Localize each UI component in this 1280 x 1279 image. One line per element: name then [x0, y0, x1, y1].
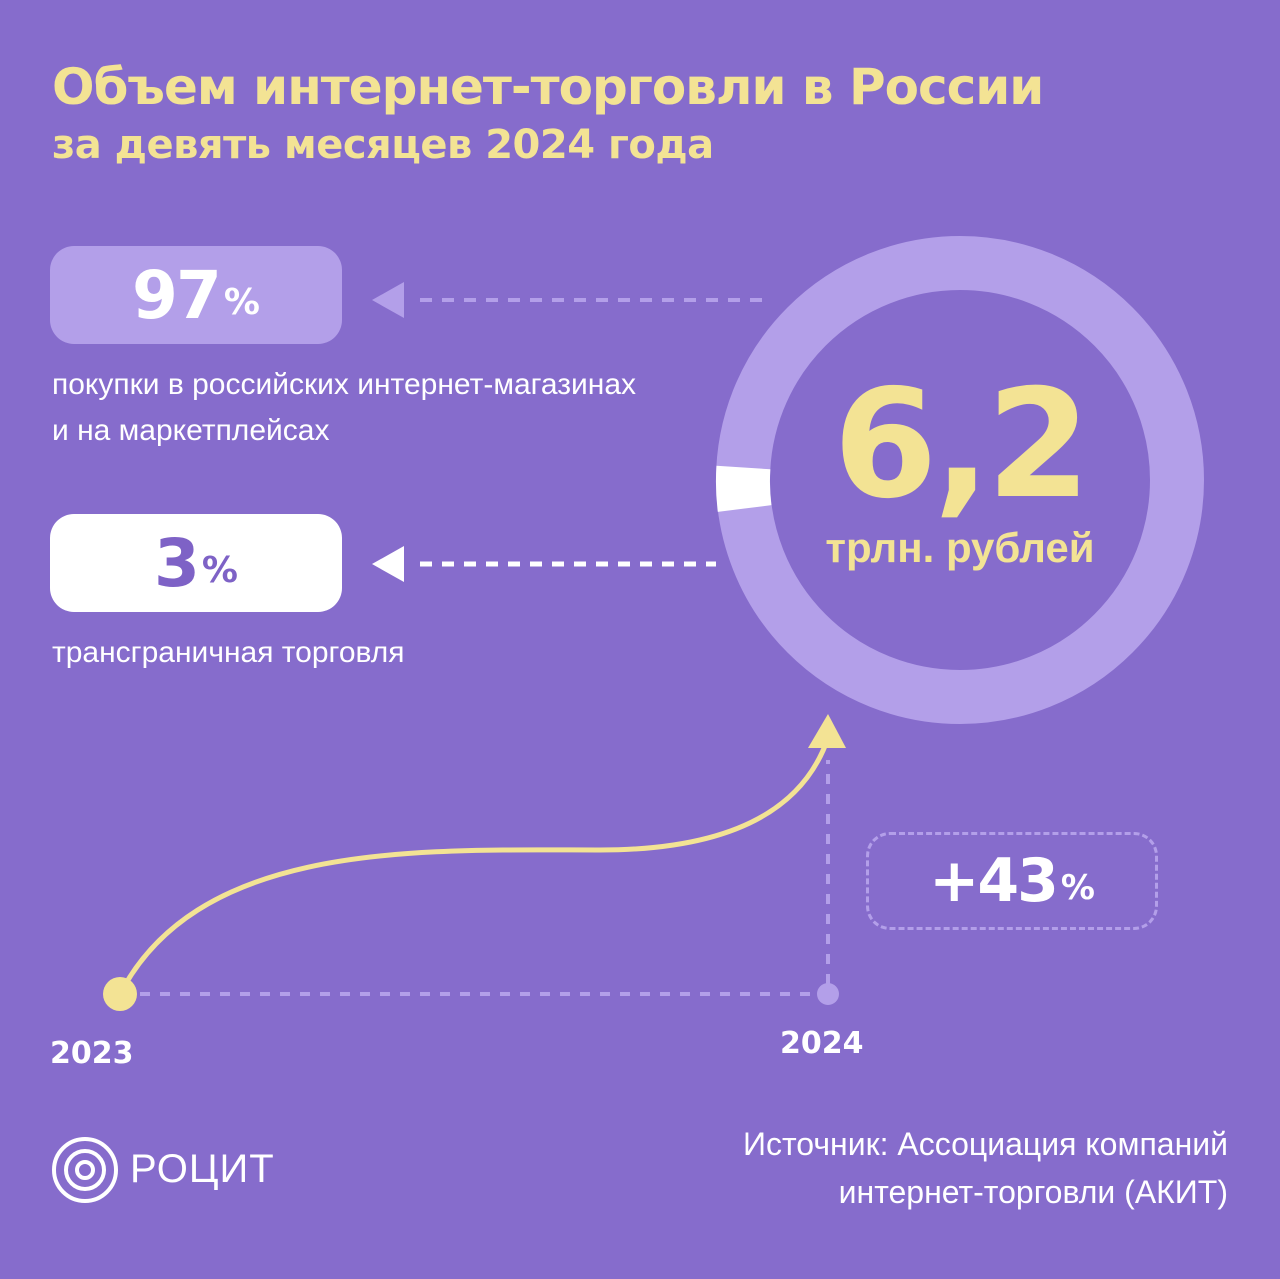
year-label-end: 2024 [780, 1026, 864, 1061]
source-line-1: Источник: Ассоциация компаний [742, 1126, 1228, 1162]
brand-name: РОЦИТ [130, 1147, 275, 1191]
source-line-2: интернет-торговли (АКИТ) [838, 1174, 1228, 1210]
growth-curve [117, 735, 831, 997]
growth-value: +43 [929, 846, 1059, 916]
share-pill-crossborder: 3% [50, 514, 342, 612]
point-2024 [817, 983, 839, 1005]
year-label-start: 2023 [50, 1036, 134, 1071]
source-note: Источник: Ассоциация компаний интернет-т… [743, 1120, 1228, 1216]
growth-unit: % [1060, 868, 1095, 908]
arrow-head-97 [372, 282, 404, 318]
arrow-head-3 [372, 546, 404, 582]
share-pill-domestic: 97% [50, 246, 342, 344]
growth-badge: +43% [866, 832, 1158, 930]
growth-arrow-head [808, 714, 846, 748]
point-2023 [103, 977, 137, 1011]
page-subtitle: за девять месяцев 2024 года [52, 122, 714, 168]
share-caption-crossborder: трансграничная торговля [52, 636, 405, 669]
share-unit-crossborder: % [201, 549, 238, 591]
donut-segment-crossborder [715, 465, 772, 512]
rocit-logo-icon [52, 1137, 118, 1203]
share-value-crossborder: 3 [153, 524, 200, 602]
share-value-domestic: 97 [132, 256, 222, 334]
page-title: Объем интернет-торговли в России [52, 58, 1044, 116]
share-caption-domestic: покупки в российских интернет-магазинах … [52, 368, 637, 447]
total-unit: трлн. рублей [825, 524, 1095, 571]
share-unit-domestic: % [223, 281, 260, 323]
total-value: 6,2 [833, 358, 1091, 532]
